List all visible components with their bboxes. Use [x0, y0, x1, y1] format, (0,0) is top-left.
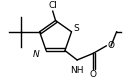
Text: NH: NH	[70, 66, 84, 75]
Text: N: N	[33, 50, 40, 59]
Text: S: S	[73, 24, 79, 33]
Text: O: O	[90, 70, 97, 79]
Text: O: O	[107, 41, 114, 50]
Text: Cl: Cl	[48, 1, 57, 10]
